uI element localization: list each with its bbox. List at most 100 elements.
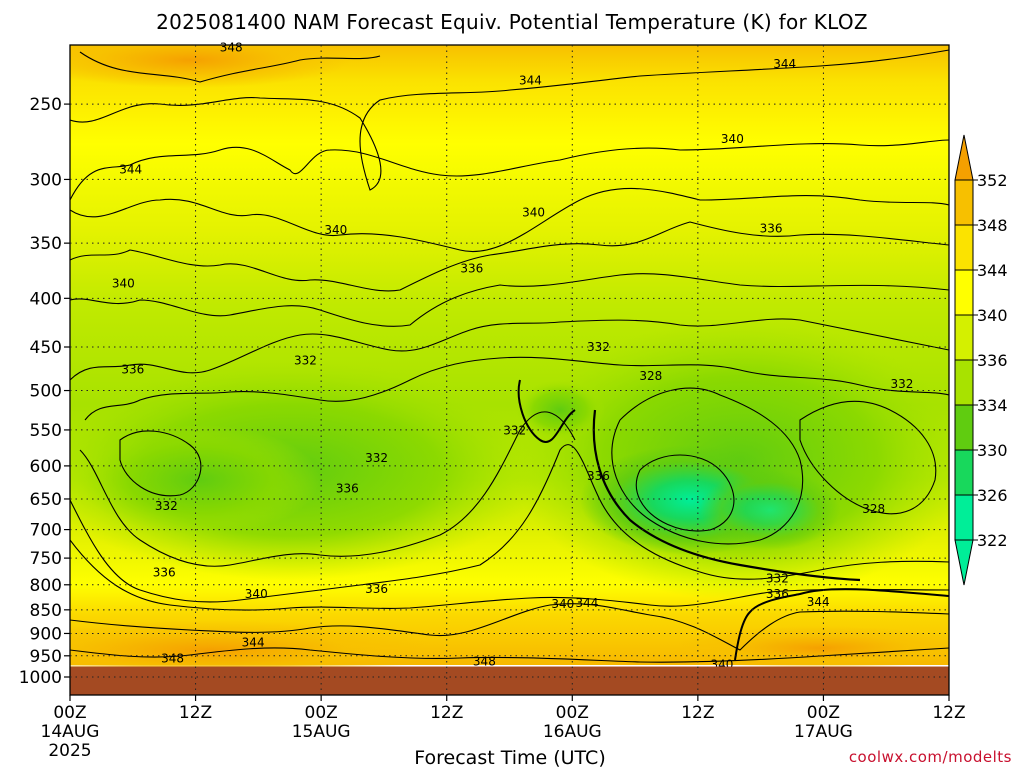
contour-label: 344 bbox=[773, 57, 796, 71]
credit-link[interactable]: coolwx.com/modelts bbox=[849, 748, 1012, 766]
contour-label: 332 bbox=[503, 424, 526, 438]
contour-label: 348 bbox=[473, 654, 496, 668]
contour-label: 344 bbox=[807, 595, 830, 609]
x-tick-label: 00Z bbox=[807, 703, 840, 723]
x-tick-label: 12Z bbox=[932, 703, 965, 723]
contour-label: 340 bbox=[721, 132, 744, 146]
contour-336-lower bbox=[70, 444, 949, 603]
contour-328-core bbox=[611, 387, 804, 545]
y-tick-label: 300 bbox=[30, 170, 62, 190]
x-tick-label: 12Z bbox=[430, 703, 463, 723]
contour-332-left-cell bbox=[119, 430, 202, 497]
colorbar-tick-label: 344 bbox=[977, 261, 1008, 280]
y-tick-label: 800 bbox=[30, 576, 62, 596]
grid-lines bbox=[70, 45, 949, 695]
contour-label: 328 bbox=[639, 369, 662, 383]
contour-label: 336 bbox=[153, 566, 176, 580]
colorbar-tick-label: 348 bbox=[977, 216, 1008, 235]
contour-label: 348 bbox=[220, 40, 243, 54]
contour-label: 336 bbox=[336, 482, 359, 496]
colorbar-swatch bbox=[954, 449, 974, 496]
x-tick-label: 12Z bbox=[179, 703, 212, 723]
contour-dense-step bbox=[734, 588, 949, 661]
contour-label: 348 bbox=[161, 651, 184, 665]
x-tick-date: 17AUG bbox=[794, 722, 853, 742]
contour-label: 340 bbox=[112, 277, 135, 291]
colorbar-swatch bbox=[954, 404, 974, 451]
contour-label: 336 bbox=[460, 261, 483, 275]
colorbar-swatch bbox=[954, 314, 974, 361]
colorbar-swatch bbox=[954, 269, 974, 316]
contour-332-band bbox=[84, 356, 949, 421]
field-low-core-2 bbox=[700, 470, 840, 550]
y-tick-label: 550 bbox=[30, 421, 62, 441]
contour-label: 332 bbox=[155, 499, 178, 513]
y-axis: 250 300 350 400 450 500 550 600 650 700 750 800 850 9… bbox=[19, 95, 70, 688]
colorbar-bottom-triangle bbox=[954, 539, 974, 586]
contour-336-mid bbox=[70, 273, 949, 327]
colorbar-tick-label: 334 bbox=[977, 396, 1008, 415]
colorbar-swatch bbox=[954, 359, 974, 406]
y-tick-label: 700 bbox=[30, 521, 62, 541]
plot-area bbox=[70, 45, 949, 680]
y-tick-label: 950 bbox=[30, 647, 62, 667]
contour-label: 332 bbox=[365, 451, 388, 465]
y-tick-label: 1000 bbox=[19, 668, 62, 688]
contour-labels: 348 344 344 340 344 340 336 340 336 340 332 332 336 3… bbox=[112, 40, 913, 671]
contour-label: 340 bbox=[245, 587, 268, 601]
y-tick-label: 650 bbox=[30, 490, 62, 510]
y-tick-label: 850 bbox=[30, 601, 62, 621]
contour-326-core bbox=[635, 454, 735, 532]
x-tick-date: 14AUG bbox=[41, 722, 100, 742]
x-axis-label: Forecast Time (UTC) bbox=[414, 747, 605, 768]
contour-label: 336 bbox=[365, 582, 388, 596]
contour-332-lower bbox=[79, 411, 576, 567]
contour-344-upper bbox=[70, 49, 949, 191]
y-tick-label: 500 bbox=[30, 382, 62, 402]
contour-label: 344 bbox=[575, 596, 598, 610]
y-tick-label: 600 bbox=[30, 457, 62, 477]
contour-348-lower bbox=[70, 647, 949, 663]
field-low-west bbox=[515, 380, 605, 440]
contour-label: 344 bbox=[519, 73, 542, 87]
y-tick-label: 250 bbox=[30, 95, 62, 115]
x-tick-date: 15AUG bbox=[292, 722, 351, 742]
x-tick-year: 2025 bbox=[48, 741, 91, 761]
colorbar-swatch bbox=[954, 179, 974, 226]
plot-frame bbox=[69, 44, 950, 696]
colorbar-top-triangle bbox=[954, 134, 974, 181]
colorbar-swatch bbox=[954, 224, 974, 271]
contour-344-lower bbox=[70, 603, 949, 651]
contour-label: 340 bbox=[324, 223, 347, 237]
contour-dense-front-2 bbox=[517, 379, 576, 443]
contour-label: 336 bbox=[766, 587, 789, 601]
chart-title: 2025081400 NAM Forecast Equiv. Potential… bbox=[156, 10, 868, 34]
colorbar-tick-label: 330 bbox=[977, 441, 1008, 460]
contour-340-lower bbox=[70, 539, 949, 611]
contour-label: 344 bbox=[242, 636, 265, 650]
contour-label: 328 bbox=[862, 502, 885, 516]
y-tick-label: 350 bbox=[30, 234, 62, 254]
ground-below-surface bbox=[70, 666, 949, 695]
contour-label: 340 bbox=[522, 206, 545, 220]
contour-336-upper bbox=[70, 221, 949, 292]
contour-label: 344 bbox=[119, 163, 142, 177]
contour-340-upper bbox=[70, 139, 949, 201]
contour-label: 336 bbox=[760, 222, 783, 236]
y-tick-label: 900 bbox=[30, 624, 62, 644]
contour-340-mid bbox=[70, 187, 949, 253]
colorbar-tick-label: 326 bbox=[977, 486, 1008, 505]
contour-332-east bbox=[799, 400, 937, 515]
x-tick-label: 00Z bbox=[556, 703, 589, 723]
field-warm-top-left bbox=[70, 45, 350, 88]
y-tick-label: 400 bbox=[30, 289, 62, 309]
field-warm-surface-left bbox=[70, 620, 440, 680]
contour-lines bbox=[70, 49, 949, 663]
x-tick-label: 00Z bbox=[305, 703, 338, 723]
contour-dense-front bbox=[592, 409, 861, 582]
y-tick-label: 750 bbox=[30, 549, 62, 569]
contour-label: 336 bbox=[587, 469, 610, 483]
x-tick-label: 00Z bbox=[53, 703, 86, 723]
